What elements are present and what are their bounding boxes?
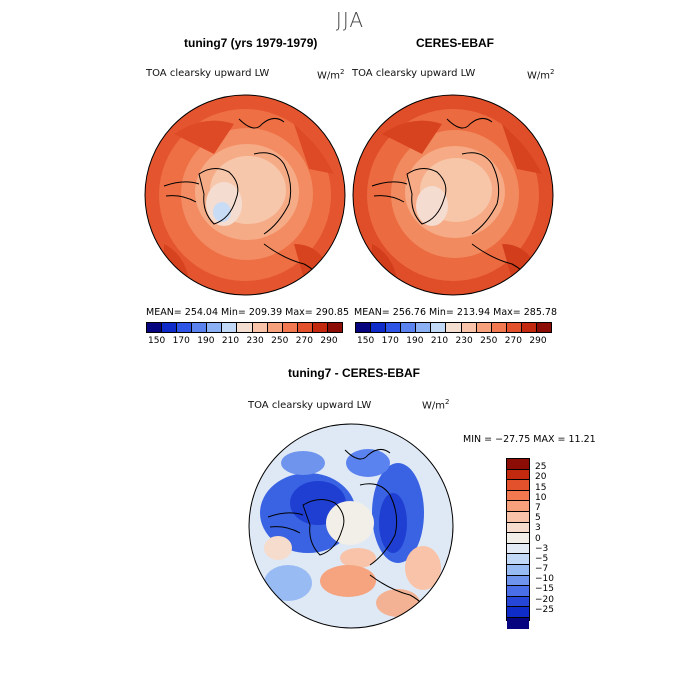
- colorbar-tick-label: −20: [535, 594, 554, 605]
- panel-stats-model: MEAN= 254.04 Min= 209.39 Max= 290.85: [146, 307, 350, 318]
- colorbar-swatch: [162, 323, 178, 332]
- colorbar-swatch: [356, 323, 372, 332]
- colorbar-labels-diff: 25 20 15 10 7 5 3 0 −3 −5 −7 −10 −15 −20 −25: [535, 458, 575, 621]
- colorbar-swatch: [401, 323, 417, 332]
- diff-field-label: TOA clearsky upward LW: [248, 400, 372, 411]
- colorbar-swatch: [507, 459, 529, 470]
- colorbar-swatch: [461, 323, 477, 332]
- diff-minmax: MIN = −27.75 MAX = 11.21: [463, 434, 596, 445]
- colorbar-swatch: [507, 480, 529, 491]
- colorbar-swatch: [507, 533, 529, 544]
- colorbar-tick-label: 290: [320, 336, 338, 346]
- colorbar-tick-label: 20: [535, 472, 547, 483]
- colorbar-tick-label: 250: [480, 336, 498, 346]
- colorbar-tick-label: 15: [535, 482, 547, 493]
- colorbar-swatch: [507, 607, 529, 618]
- colorbar-tick-label: 170: [381, 336, 399, 346]
- colorbar-swatch: [507, 564, 529, 576]
- colorbar-tick-label: 210: [430, 336, 449, 346]
- polar-map-diff: [248, 423, 454, 629]
- colorbar-tick-label: 0: [535, 533, 541, 544]
- colorbar-swatch: [207, 323, 223, 332]
- colorbar-swatch: [506, 323, 522, 332]
- colorbar-tick-label: 190: [197, 336, 215, 346]
- diff-title: tuning7 - CERES-EBAF: [288, 366, 420, 380]
- colorbar-tick-label: 170: [172, 336, 190, 346]
- panel-field-label-model: TOA clearsky upward LW: [146, 68, 270, 79]
- colorbar-swatch: [371, 323, 387, 332]
- season-title: JJA: [335, 8, 365, 32]
- colorbar-tick-label: 290: [529, 336, 547, 346]
- colorbar-swatch: [237, 323, 253, 332]
- diff-units: W/m2: [422, 398, 450, 412]
- colorbar-diff: [506, 458, 530, 629]
- colorbar-swatch: [386, 323, 402, 332]
- colorbar-swatch: [312, 323, 328, 332]
- colorbar-tick-label: −10: [535, 574, 554, 585]
- panel-units-obs: W/m2: [527, 68, 555, 82]
- colorbar-swatch: [507, 575, 529, 587]
- colorbar-tick-label: −5: [535, 553, 549, 564]
- colorbar-swatch: [507, 511, 529, 523]
- colorbar-swatch: [297, 323, 313, 332]
- colorbar-tick-label: 150: [357, 336, 375, 346]
- colorbar-tick-label: 270: [504, 336, 522, 346]
- colorbar-swatch: [507, 469, 529, 481]
- colorbar-swatch: [536, 323, 552, 332]
- colorbar-swatch: [507, 501, 529, 512]
- colorbar-tick-label: 270: [295, 336, 313, 346]
- colorbar-tick-label: 25: [535, 462, 547, 473]
- colorbar-swatch: [507, 586, 529, 597]
- colorbar-swatch: [507, 617, 529, 629]
- colorbar-swatch: [476, 323, 492, 332]
- colorbar-swatch: [507, 596, 529, 608]
- colorbar-tick-label: −25: [535, 604, 554, 615]
- colorbar-tick-label: 150: [148, 336, 166, 346]
- colorbar-swatch: [431, 323, 447, 332]
- colorbar-swatch: [267, 323, 283, 332]
- colorbar-tick-label: 230: [246, 336, 264, 346]
- colorbar-swatch: [507, 490, 529, 502]
- colorbar-swatch: [491, 323, 507, 332]
- colorbar-tick-label: 7: [535, 502, 541, 513]
- colorbar-swatch: [327, 323, 343, 332]
- colorbar-swatch: [222, 323, 238, 332]
- colorbar-swatch: [252, 323, 268, 332]
- panel-stats-obs: MEAN= 256.76 Min= 213.94 Max= 285.78: [354, 307, 558, 318]
- colorbar-swatch: [192, 323, 208, 332]
- colorbar-tick-label: −3: [535, 543, 549, 554]
- colorbar-swatch: [507, 522, 529, 534]
- colorbar-swatch: [446, 323, 462, 332]
- colorbar-tick-label: 190: [406, 336, 424, 346]
- colorbar-tick-label: 230: [455, 336, 473, 346]
- colorbar-model: [146, 322, 343, 333]
- colorbar-tick-label: −7: [535, 564, 549, 575]
- colorbar-tick-label: 5: [535, 513, 541, 524]
- colorbar-swatch: [416, 323, 432, 332]
- panel-units-model: W/m2: [317, 68, 345, 82]
- colorbar-swatch: [147, 323, 163, 332]
- colorbar-swatch: [507, 554, 529, 565]
- colorbar-tick-label: 250: [271, 336, 289, 346]
- colorbar-obs: [355, 322, 552, 333]
- panel-field-label-obs: TOA clearsky upward LW: [352, 68, 476, 79]
- colorbar-tick-label: 10: [535, 492, 547, 503]
- colorbar-tick-label: 210: [221, 336, 240, 346]
- polar-map-obs: [352, 94, 554, 296]
- colorbar-swatch: [521, 323, 537, 332]
- panel-title-model: tuning7 (yrs 1979-1979): [184, 36, 318, 50]
- colorbar-tick-label: 3: [535, 523, 541, 534]
- colorbar-swatch: [177, 323, 193, 332]
- panel-title-obs: CERES-EBAF: [416, 36, 495, 50]
- colorbar-tick-label: −15: [535, 584, 554, 595]
- colorbar-swatch: [507, 543, 529, 555]
- colorbar-swatch: [282, 323, 298, 332]
- polar-map-model: [144, 94, 346, 296]
